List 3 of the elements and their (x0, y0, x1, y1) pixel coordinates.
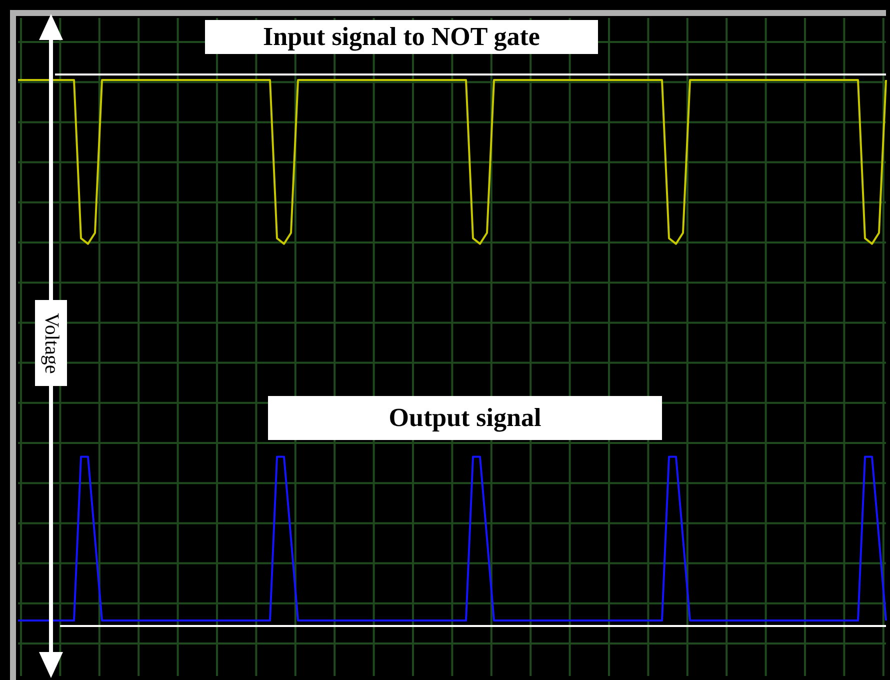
series-label: Output signal (388, 403, 542, 433)
y-axis-title: Voltage (40, 312, 62, 374)
series-label: Input signal to NOT gate (263, 22, 540, 52)
